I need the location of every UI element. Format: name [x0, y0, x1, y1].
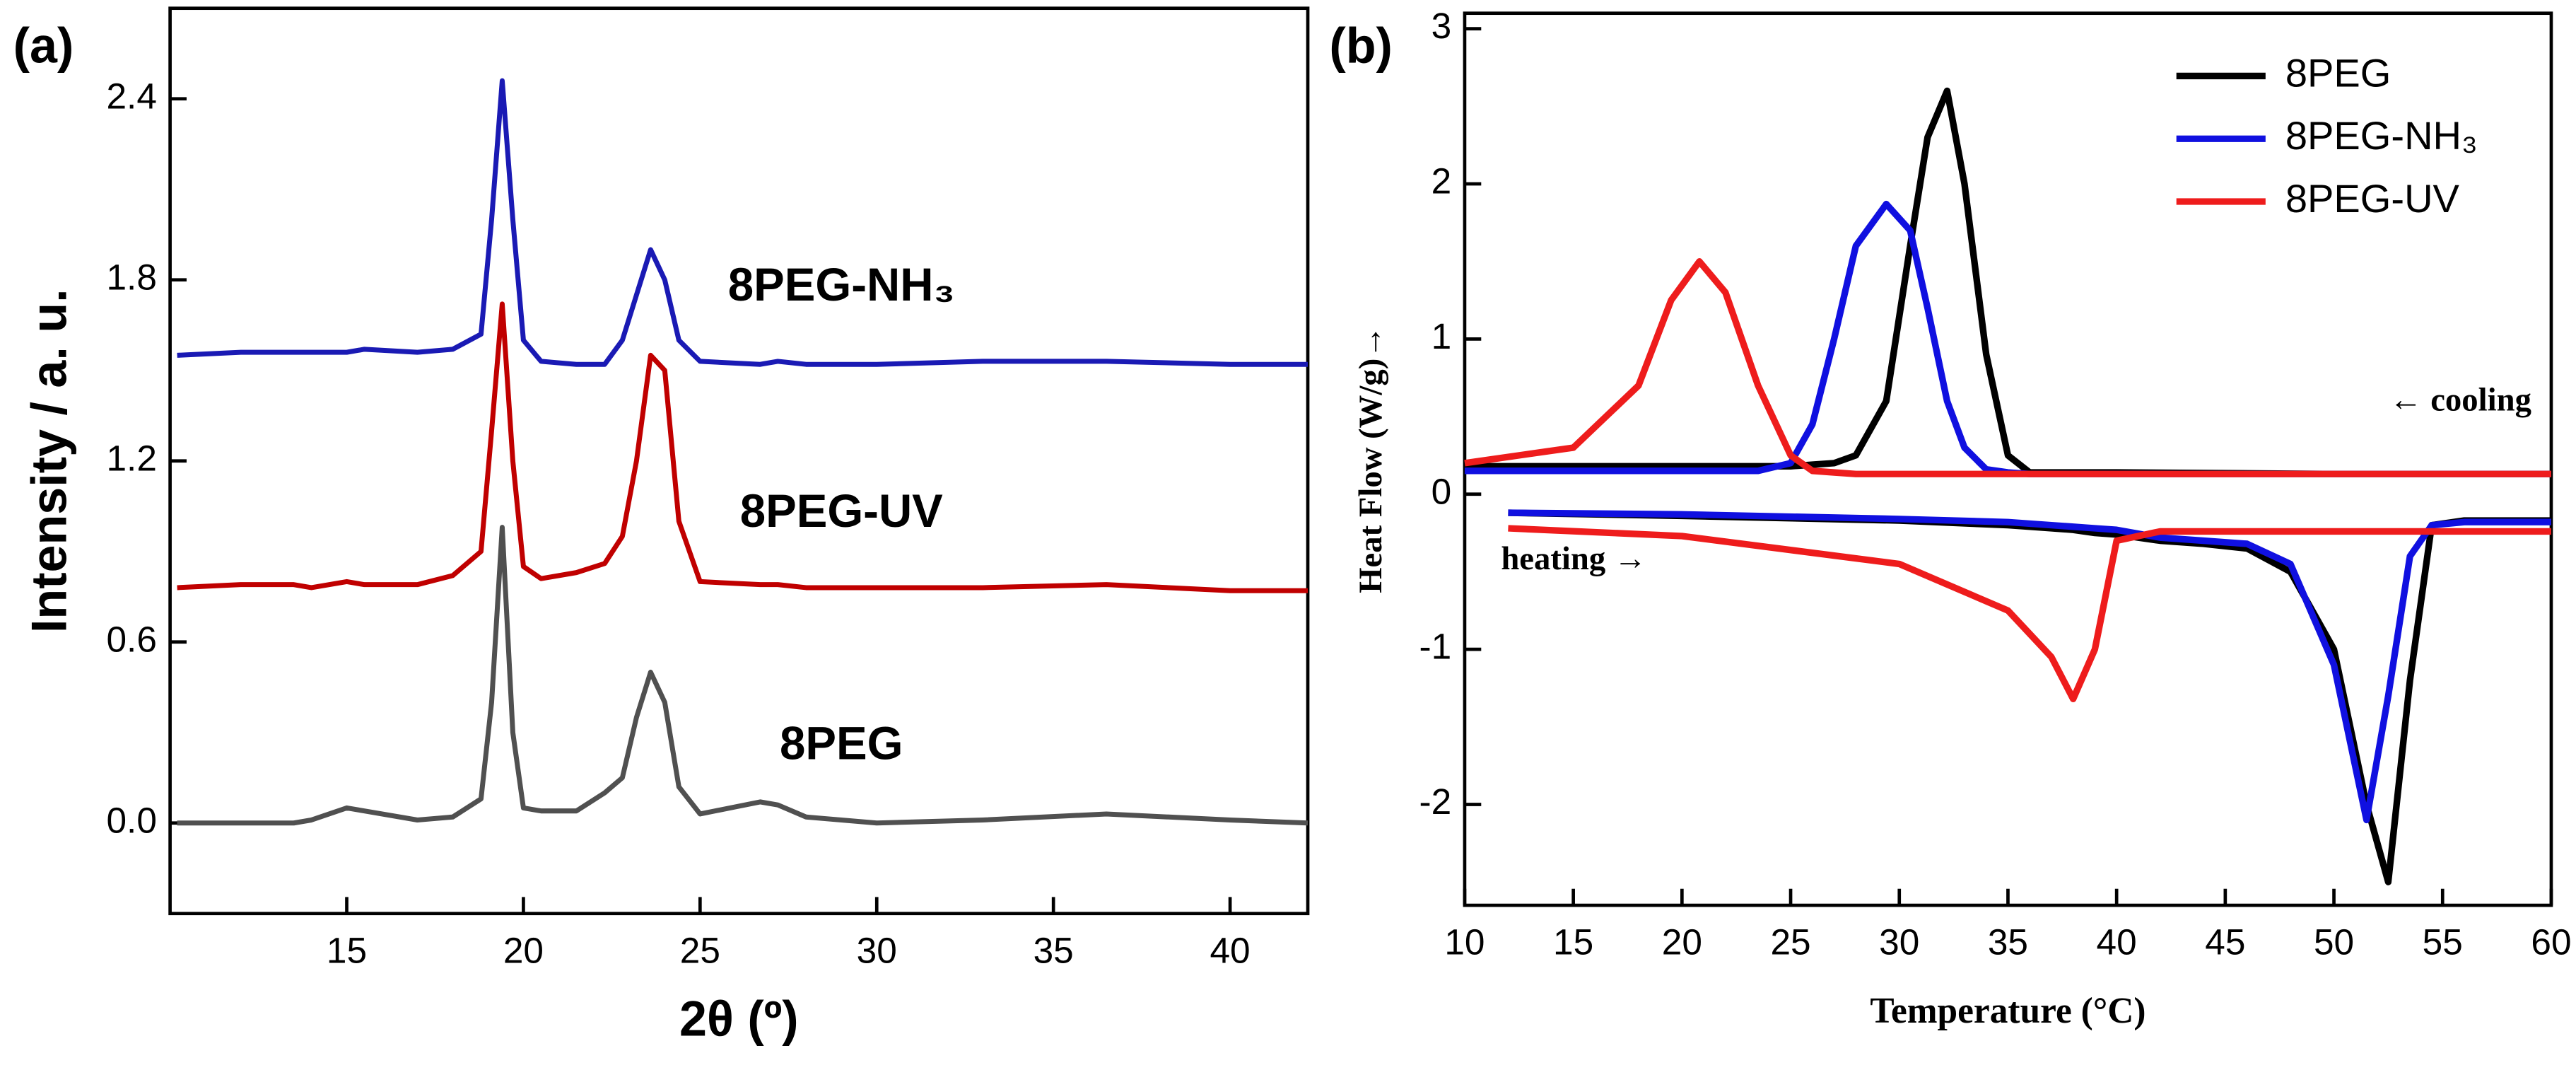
y-tick-label: -1 — [1419, 626, 1452, 667]
legend-label: 8PEG-UV — [2285, 176, 2460, 221]
series-line — [177, 525, 1309, 826]
x-tick-label: 25 — [680, 929, 720, 970]
y-tick-label: 2 — [1432, 161, 1452, 202]
x-tick-label: 15 — [1553, 921, 1593, 963]
series-line — [177, 301, 1309, 593]
y-tick-label: 2.4 — [106, 75, 156, 116]
x-tick-label: 10 — [1444, 921, 1485, 963]
x-tick-label: 40 — [1210, 929, 1250, 970]
panel-label: (a) — [13, 18, 74, 74]
legend-label: 8PEG — [2285, 50, 2391, 95]
y-tick-label: 1 — [1432, 315, 1452, 356]
x-tick-label: 45 — [2205, 921, 2245, 963]
y-tick-label: 0.6 — [106, 618, 156, 659]
plot-frame — [168, 6, 1310, 916]
x-tick-label: 35 — [1034, 929, 1074, 970]
y-tick-label: -2 — [1419, 781, 1452, 822]
x-tick-label: 25 — [1770, 921, 1810, 963]
y-axis-label: Heat Flow (W/g)→ — [1352, 325, 1389, 593]
series-line — [1464, 200, 2551, 824]
x-axis-label: 2θ (º) — [679, 991, 799, 1046]
annotation: ← cooling — [2389, 382, 2531, 419]
x-tick-label: 50 — [2314, 921, 2354, 963]
legend-label: 8PEG-NH₃ — [2285, 113, 2478, 158]
panel-label: (b) — [1329, 18, 1392, 74]
x-axis-label: Temperature (°C) — [1870, 991, 2145, 1031]
series-label: 8PEG-NH₃ — [728, 259, 955, 310]
x-tick-label: 40 — [2097, 921, 2137, 963]
annotation: heating → — [1501, 540, 1646, 577]
y-tick-label: 1.2 — [106, 437, 156, 478]
y-axis-label: Intensity / a. u. — [21, 289, 76, 633]
y-tick-label: 3 — [1432, 5, 1452, 46]
series-label: 8PEG — [780, 718, 903, 769]
y-tick-label: 0 — [1432, 470, 1452, 511]
y-tick-label: 0.0 — [106, 799, 156, 840]
series-label: 8PEG-UV — [740, 485, 943, 537]
y-tick-label: 1.8 — [106, 256, 156, 297]
x-tick-label: 15 — [327, 929, 367, 970]
x-tick-label: 30 — [1879, 921, 1919, 963]
series-line — [177, 78, 1309, 367]
x-tick-label: 20 — [1662, 921, 1702, 963]
x-tick-label: 20 — [503, 929, 544, 970]
x-tick-label: 55 — [2423, 921, 2463, 963]
x-tick-label: 35 — [1988, 921, 2028, 963]
x-tick-label: 60 — [2531, 921, 2571, 963]
series-line — [1464, 258, 2551, 703]
x-tick-label: 30 — [857, 929, 897, 970]
